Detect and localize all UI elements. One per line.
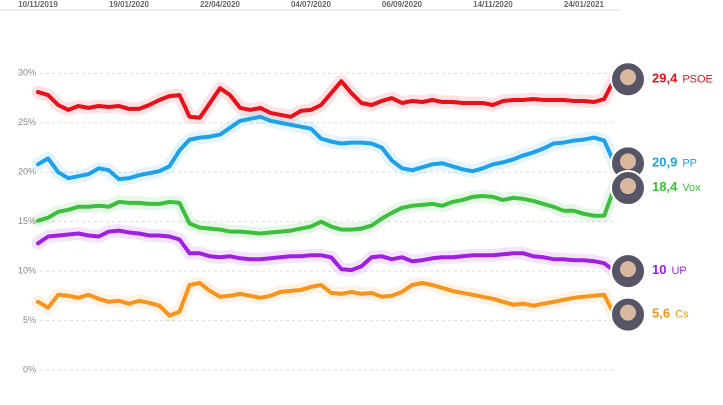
x-tick-label: 14/11/2020	[473, 0, 513, 9]
avatar-face	[620, 178, 636, 195]
end-value: 5,6	[652, 306, 670, 321]
line-halo	[31, 224, 621, 278]
x-tick-label: 22/04/2020	[200, 0, 241, 9]
legend-name: PSOE	[682, 73, 713, 85]
grid: 0% 5% 10% 15% 20% 25% 30% 10/11/2019 19/01/2020 2…	[18, 0, 615, 374]
end-label: 20,9 PP	[652, 155, 697, 170]
avatar-face	[620, 153, 636, 170]
x-tick-label: 06/09/2020	[382, 0, 423, 9]
end-label: 18,4 Vox	[652, 179, 701, 194]
legend-name: Cs	[675, 309, 689, 321]
end-label: 5,6 Cs	[652, 306, 689, 321]
legend-name: Vox	[682, 182, 701, 194]
series-line	[36, 281, 617, 318]
end-labels: 29,4 PSOE 20,9 PP 18,4 Vox 10 UP 5,6 Cs	[610, 61, 713, 333]
series-line	[36, 114, 617, 182]
avatar-face	[620, 69, 636, 86]
series-line	[36, 77, 617, 120]
end-value: 29,4	[652, 71, 678, 86]
y-tick-label: 10%	[18, 265, 36, 275]
series-line	[36, 228, 617, 274]
x-tick-label: 10/11/2019	[18, 0, 58, 9]
end-value: 10	[652, 263, 666, 278]
end-value: 18,4	[652, 179, 678, 194]
end-label: 10 UP	[652, 263, 687, 278]
x-tick-label: 24/01/2021	[564, 0, 605, 9]
x-tick-label: 19/01/2020	[109, 0, 150, 9]
y-tick-label: 0%	[23, 364, 36, 374]
y-tick-label: 15%	[18, 216, 36, 226]
y-tick-label: 25%	[18, 117, 36, 127]
y-tick-label: 30%	[18, 68, 36, 78]
y-tick-label: 5%	[23, 315, 36, 325]
end-label: 29,4 PSOE	[652, 71, 713, 86]
avatar-face	[620, 261, 636, 278]
end-value: 20,9	[652, 155, 677, 170]
lines	[31, 72, 621, 323]
series-line	[36, 186, 617, 236]
line-halo	[31, 110, 621, 186]
avatar-face	[620, 304, 636, 321]
y-tick-label: 20%	[18, 167, 36, 177]
legend-name: UP	[671, 265, 686, 277]
x-tick-label: 04/07/2020	[291, 0, 332, 9]
legend-name: PP	[682, 157, 697, 169]
